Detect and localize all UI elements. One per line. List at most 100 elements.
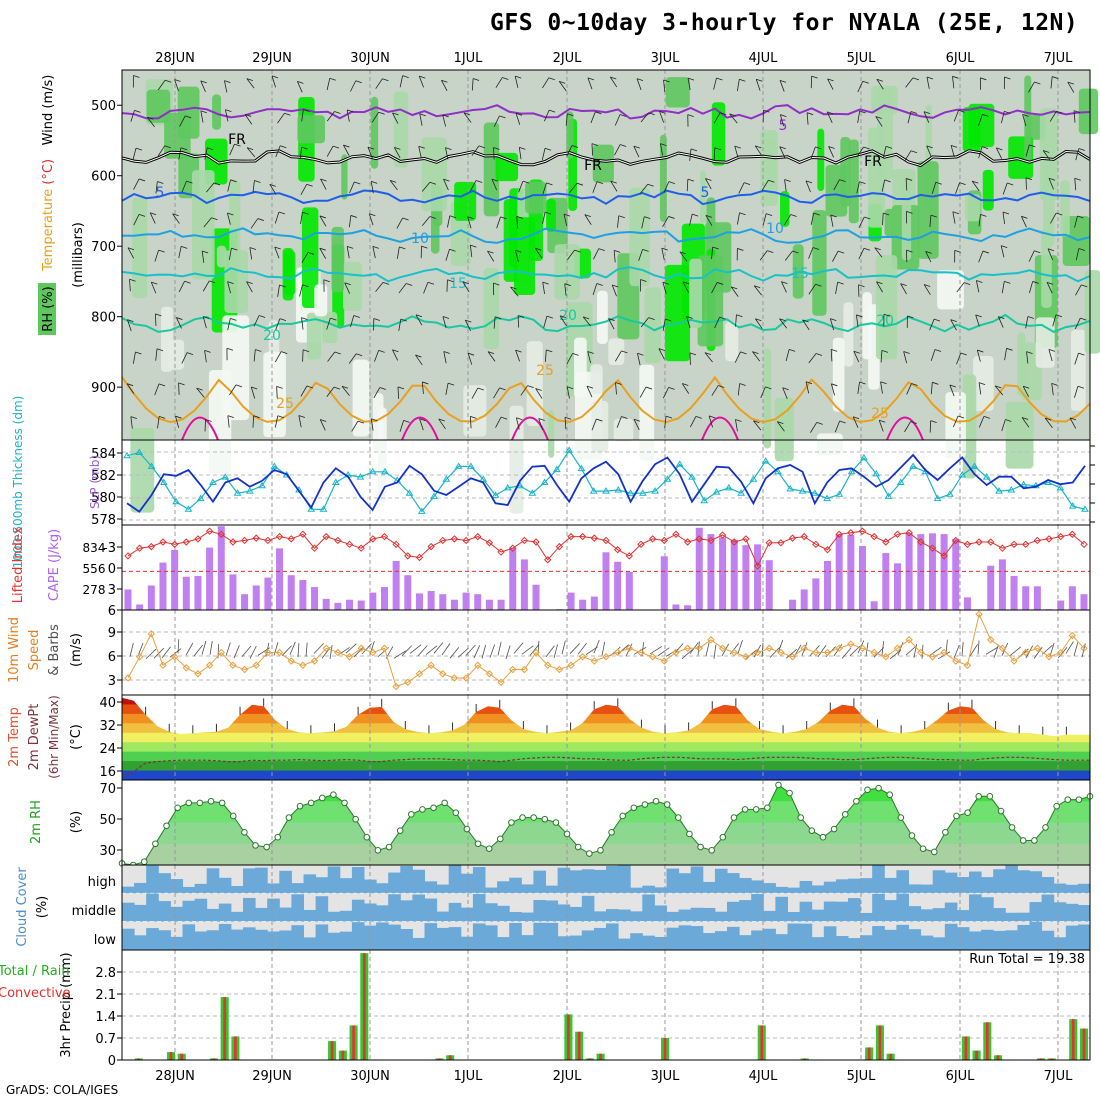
cloud-bar: [533, 922, 546, 950]
wind-speed-point: [182, 664, 191, 672]
rh-tick-label: 30: [99, 844, 116, 859]
wind-barb: [730, 286, 739, 297]
li-point: [905, 529, 913, 537]
wind-barb-flag: [147, 116, 154, 120]
wind-barb-flag: [660, 143, 667, 146]
cloud-bar: [690, 926, 704, 950]
rh-shade: [964, 194, 981, 222]
wind-barb-flag: [515, 349, 522, 353]
precip-conv-bar: [1039, 1058, 1043, 1060]
cloud-bar: [509, 911, 522, 922]
wind-barb-flag: [755, 145, 762, 149]
date-label-top: 5JUL: [847, 51, 877, 66]
wind-speed-point: [240, 665, 249, 674]
cloud-bar: [134, 904, 147, 922]
wind-speed-point: [730, 648, 738, 657]
cloud-bar: [569, 906, 583, 922]
wind-barb: [415, 314, 423, 326]
rh-shade: [224, 250, 248, 313]
wind-speed-point: [520, 665, 529, 674]
wind-barb-flag: [618, 215, 625, 219]
thickness-point: [356, 473, 365, 480]
cape-bar: [742, 545, 750, 610]
wind-barb: [399, 75, 404, 88]
cloud-bar: [1029, 902, 1043, 922]
wind-barb-flag: [756, 78, 763, 82]
li-point: [509, 544, 517, 552]
wind-barb: [808, 353, 817, 364]
wind-barb-flag: [752, 351, 759, 354]
wind-barb-flag: [1034, 81, 1041, 85]
rh-point: [285, 814, 293, 821]
wind-barb: [445, 383, 449, 396]
wind-speed-point: [474, 661, 482, 669]
wind-barb: [802, 319, 810, 331]
wind-barb: [441, 80, 448, 91]
wind-barb-flag: [640, 279, 647, 282]
wind-barb-flag: [1023, 385, 1030, 389]
temperature-label-unit: (°C): [41, 159, 56, 185]
wind-barb: [181, 181, 187, 193]
cloud-bar: [485, 903, 498, 922]
precip-conv-bar: [663, 1038, 667, 1060]
wind-barb-flag: [779, 79, 787, 83]
rh-point: [574, 843, 582, 851]
precip-conv-bar: [996, 1055, 1000, 1060]
wind-speed-point: [637, 648, 645, 657]
cloud-bar: [618, 865, 631, 894]
wind-speed-point: [1056, 648, 1065, 657]
date-label-top: 4JUL: [749, 51, 779, 66]
precip-conv-bar: [448, 1055, 452, 1060]
wind-barb: [1074, 317, 1081, 330]
wind-barb-10m: [817, 645, 827, 657]
cape-bar: [1022, 586, 1030, 610]
wind-barb: [662, 216, 669, 228]
cloud-bar: [799, 880, 813, 894]
cape-bar: [824, 560, 832, 610]
wind-barb-10m: [601, 641, 606, 656]
li-point: [450, 535, 459, 543]
wind-barb-flag: [734, 145, 741, 149]
wind-barb-flag: [768, 179, 775, 183]
wind-barb: [196, 387, 205, 398]
cape-bar: [532, 584, 540, 610]
legend-total: Total / Rain: [0, 964, 70, 979]
thickness-point: [1081, 505, 1089, 512]
wind-barb-flag: [515, 249, 522, 253]
wind-barb: [633, 419, 640, 431]
cloud-bar: [400, 929, 413, 950]
cloud-bar: [158, 930, 171, 950]
wind-barb-flag: [792, 250, 799, 254]
wind-barb: [978, 382, 982, 395]
wind-barb-flag: [815, 146, 822, 150]
wind-barb-10m: [249, 645, 257, 659]
cloud-bar: [279, 907, 292, 922]
li-point: [532, 538, 540, 546]
wind-barb: [834, 420, 841, 433]
li-point: [194, 535, 202, 543]
wind-barb-flag: [470, 416, 477, 419]
wind-barb: [1026, 351, 1029, 364]
cloud-bar: [642, 935, 655, 950]
rh-shade: [982, 169, 994, 211]
wind-barb-10m: [905, 645, 917, 656]
cloud-bar: [714, 931, 728, 950]
wind-barb-flag: [445, 147, 452, 151]
li-tick-label: -3: [103, 541, 116, 556]
rh-shade: [592, 144, 614, 183]
wind-barb-flag: [280, 145, 287, 149]
wind-barb: [544, 349, 547, 362]
wind-barb-flag: [1055, 314, 1063, 318]
cloud-bar: [581, 895, 595, 922]
wind-barb-flag: [319, 247, 326, 251]
wind-barb-flag: [739, 212, 746, 216]
wind-barb-flag: [196, 387, 203, 391]
cloud-bar: [497, 905, 510, 922]
cloud-bar: [1005, 865, 1018, 894]
li-point: [683, 538, 692, 546]
wind-barb-flag: [802, 319, 809, 323]
rh-point: [853, 797, 860, 805]
precip-conv-bar: [234, 1036, 237, 1060]
wind-barb-10m: [1057, 647, 1068, 659]
wind-barb-flag: [500, 416, 508, 420]
